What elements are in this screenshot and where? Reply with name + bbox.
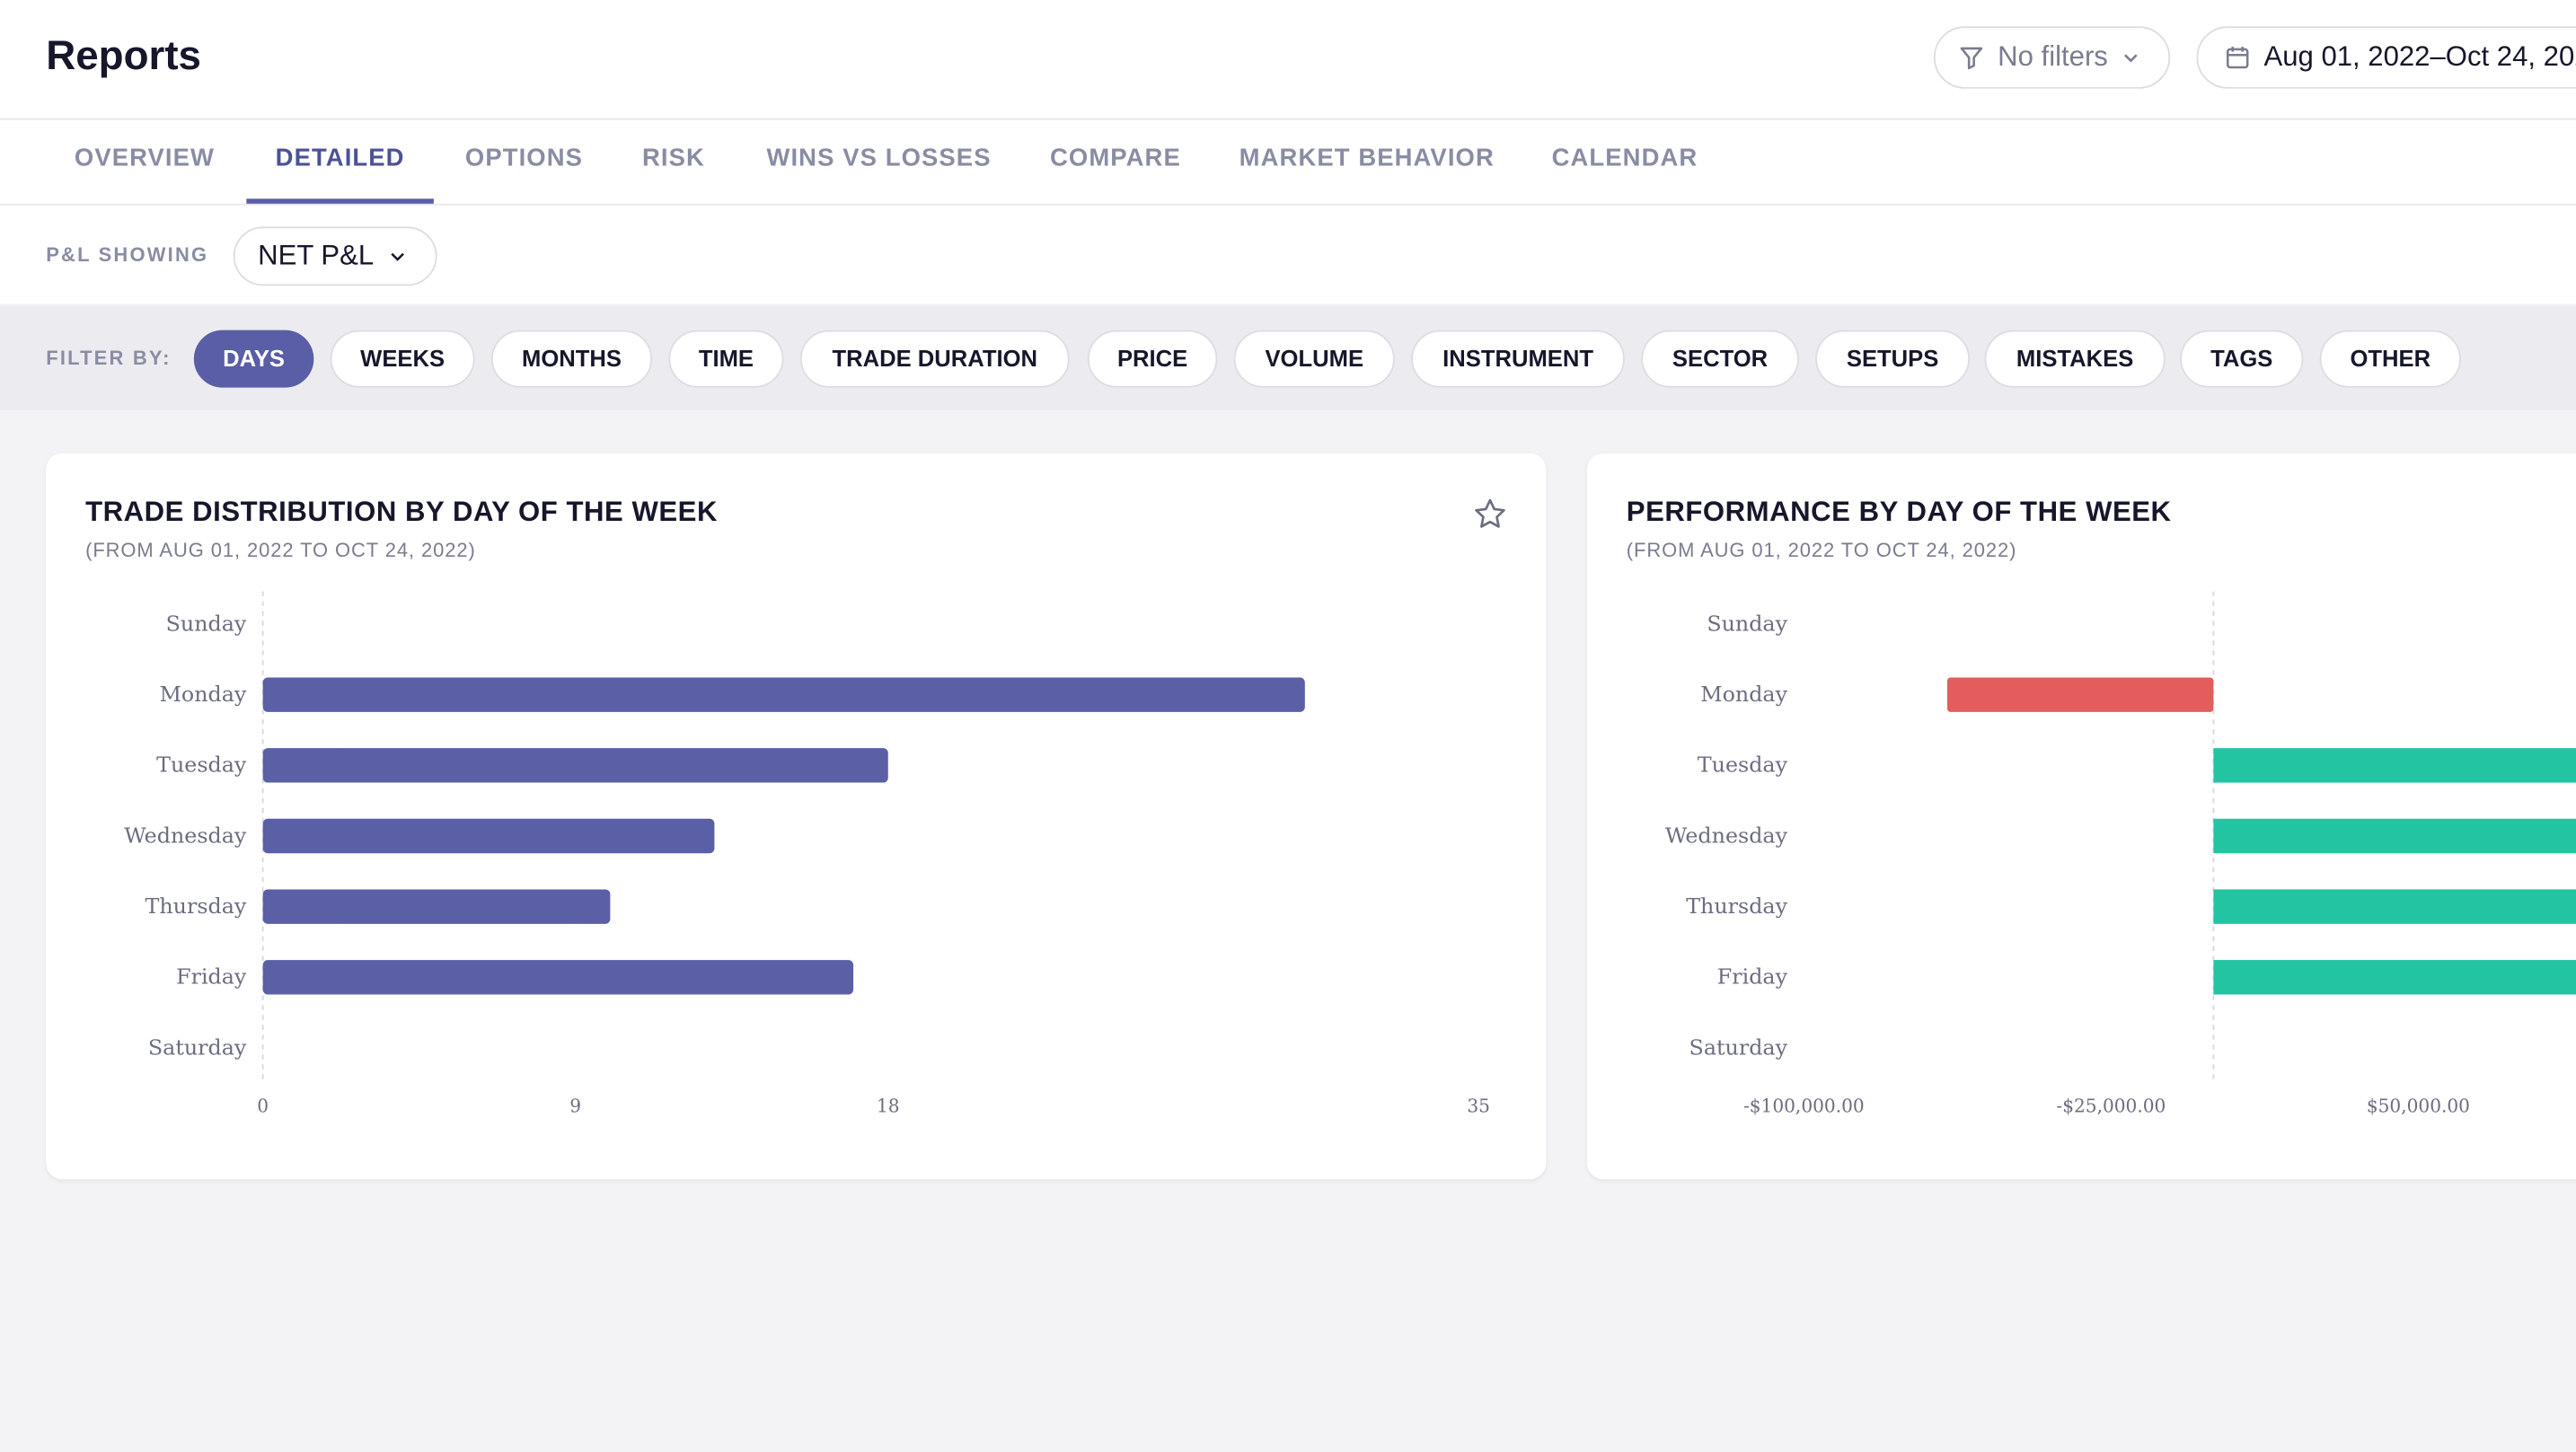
y-tick-label: Thursday	[146, 893, 247, 919]
x-tick-label: 35	[1467, 1095, 1490, 1116]
positive-bar	[2213, 818, 2576, 854]
bar	[262, 818, 715, 854]
chip-time[interactable]: TIME	[668, 330, 784, 388]
positive-bar	[2213, 748, 2576, 783]
date-range-picker[interactable]: Aug 01, 2022–Oct 24, 2022	[2196, 26, 2576, 89]
performance-chart: Sunday Monday Tuesday Wednesday Thursday Frid…	[1665, 591, 2576, 1116]
chip-mistakes[interactable]: MISTAKES	[1984, 330, 2166, 388]
card-title: TRADE DISTRIBUTION BY DAY OF THE WEEK	[85, 496, 718, 528]
pl-showing-value: NET P&L	[258, 240, 375, 271]
chevron-down-icon	[390, 252, 404, 261]
y-tick-label: Monday	[1700, 682, 1787, 707]
chip-trade-duration[interactable]: TRADE DURATION	[799, 330, 1070, 388]
trade-distribution-card: TRADE DISTRIBUTION BY DAY OF THE WEEK (F…	[46, 453, 1547, 1180]
x-tick-label: 9	[569, 1095, 581, 1116]
report-tabs: OVERVIEW DETAILED OPTIONS RISK WINS VS L…	[0, 119, 2576, 206]
star-icon[interactable]	[1472, 496, 1508, 532]
chip-sector[interactable]: SECTOR	[1641, 330, 1799, 388]
x-tick-label: -$100,000.00	[1743, 1095, 1865, 1116]
tab-market-behavior[interactable]: MARKET BEHAVIOR	[1239, 144, 1495, 173]
y-tick-label: Sunday	[166, 611, 247, 636]
card-subtitle: (FROM AUG 01, 2022 TO OCT 24, 2022)	[85, 538, 476, 562]
tab-compare[interactable]: COMPARE	[1049, 144, 1181, 173]
y-tick-label: Sunday	[1707, 611, 1787, 636]
performance-card: PERFORMANCE BY DAY OF THE WEEK (FROM AUG…	[1586, 453, 2576, 1180]
bar	[262, 889, 611, 924]
x-tick-label: 18	[877, 1095, 900, 1116]
tab-overview[interactable]: OVERVIEW	[74, 144, 216, 173]
filter-by-label: FILTER BY:	[46, 346, 172, 370]
page-title: Reports	[46, 32, 202, 79]
chip-weeks[interactable]: WEEKS	[330, 330, 475, 388]
bar	[262, 677, 1305, 712]
y-tick-label: Tuesday	[1698, 752, 1788, 778]
pl-showing-row: P&L SHOWING NET P&L	[0, 205, 2576, 304]
negative-bar	[1946, 677, 2214, 712]
pl-showing-select[interactable]: NET P&L	[233, 226, 437, 286]
chip-tags[interactable]: TAGS	[2180, 330, 2304, 388]
tab-risk[interactable]: RISK	[641, 144, 705, 173]
y-tick-label: Wednesday	[1665, 823, 1788, 848]
bar	[262, 748, 888, 783]
filters-button[interactable]: No filters	[1933, 26, 2171, 89]
calendar-icon	[2226, 47, 2249, 69]
chip-months[interactable]: MONTHS	[490, 330, 653, 388]
card-title: PERFORMANCE BY DAY OF THE WEEK	[1626, 496, 2172, 528]
filter-icon	[1960, 47, 1983, 70]
chip-setups[interactable]: SETUPS	[1815, 330, 1971, 388]
trade-distribution-chart: Sunday Monday Tuesday Wednesday Thursday Frid…	[124, 591, 1490, 1116]
y-tick-label: Friday	[1717, 964, 1788, 990]
x-tick-label: $50,000.00	[2367, 1095, 2470, 1116]
chip-other[interactable]: OTHER	[2319, 330, 2461, 388]
chevron-down-icon	[2124, 54, 2138, 63]
tab-options[interactable]: OPTIONS	[464, 144, 584, 173]
y-tick-label: Monday	[160, 682, 247, 707]
date-range-label: Aug 01, 2022–Oct 24, 2022	[2263, 40, 2576, 73]
bar	[262, 960, 854, 995]
y-tick-label: Saturday	[1689, 1034, 1788, 1060]
chip-instrument[interactable]: INSTRUMENT	[1411, 330, 1625, 388]
y-tick-label: Thursday	[1686, 893, 1787, 919]
pl-showing-label: P&L SHOWING	[46, 242, 209, 267]
filter-by-row: FILTER BY: DAYS WEEKS MONTHS TIME TRADE …	[0, 305, 2576, 411]
tab-detailed[interactable]: DETAILED	[246, 120, 434, 204]
chip-price[interactable]: PRICE	[1087, 330, 1218, 388]
filters-label: No filters	[1998, 40, 2108, 73]
card-subtitle: (FROM AUG 01, 2022 TO OCT 24, 2022)	[1626, 538, 2017, 562]
positive-bar	[2213, 889, 2576, 924]
y-tick-label: Friday	[176, 964, 247, 990]
y-tick-label: Saturday	[148, 1034, 247, 1060]
top-bar: Reports No filters Aug 01, 2022–Oct 24, …	[0, 0, 2576, 120]
y-tick-label: Tuesday	[156, 752, 247, 778]
chip-days[interactable]: DAYS	[193, 330, 314, 388]
y-tick-label: Wednesday	[124, 823, 247, 848]
x-tick-label: 0	[257, 1095, 269, 1116]
tab-wins-vs-losses[interactable]: WINS VS LOSSES	[766, 144, 992, 173]
positive-bar	[2213, 960, 2576, 995]
x-tick-label: -$25,000.00	[2056, 1095, 2166, 1116]
tab-calendar[interactable]: CALENDAR	[1551, 144, 1698, 173]
chip-volume[interactable]: VOLUME	[1233, 330, 1395, 388]
